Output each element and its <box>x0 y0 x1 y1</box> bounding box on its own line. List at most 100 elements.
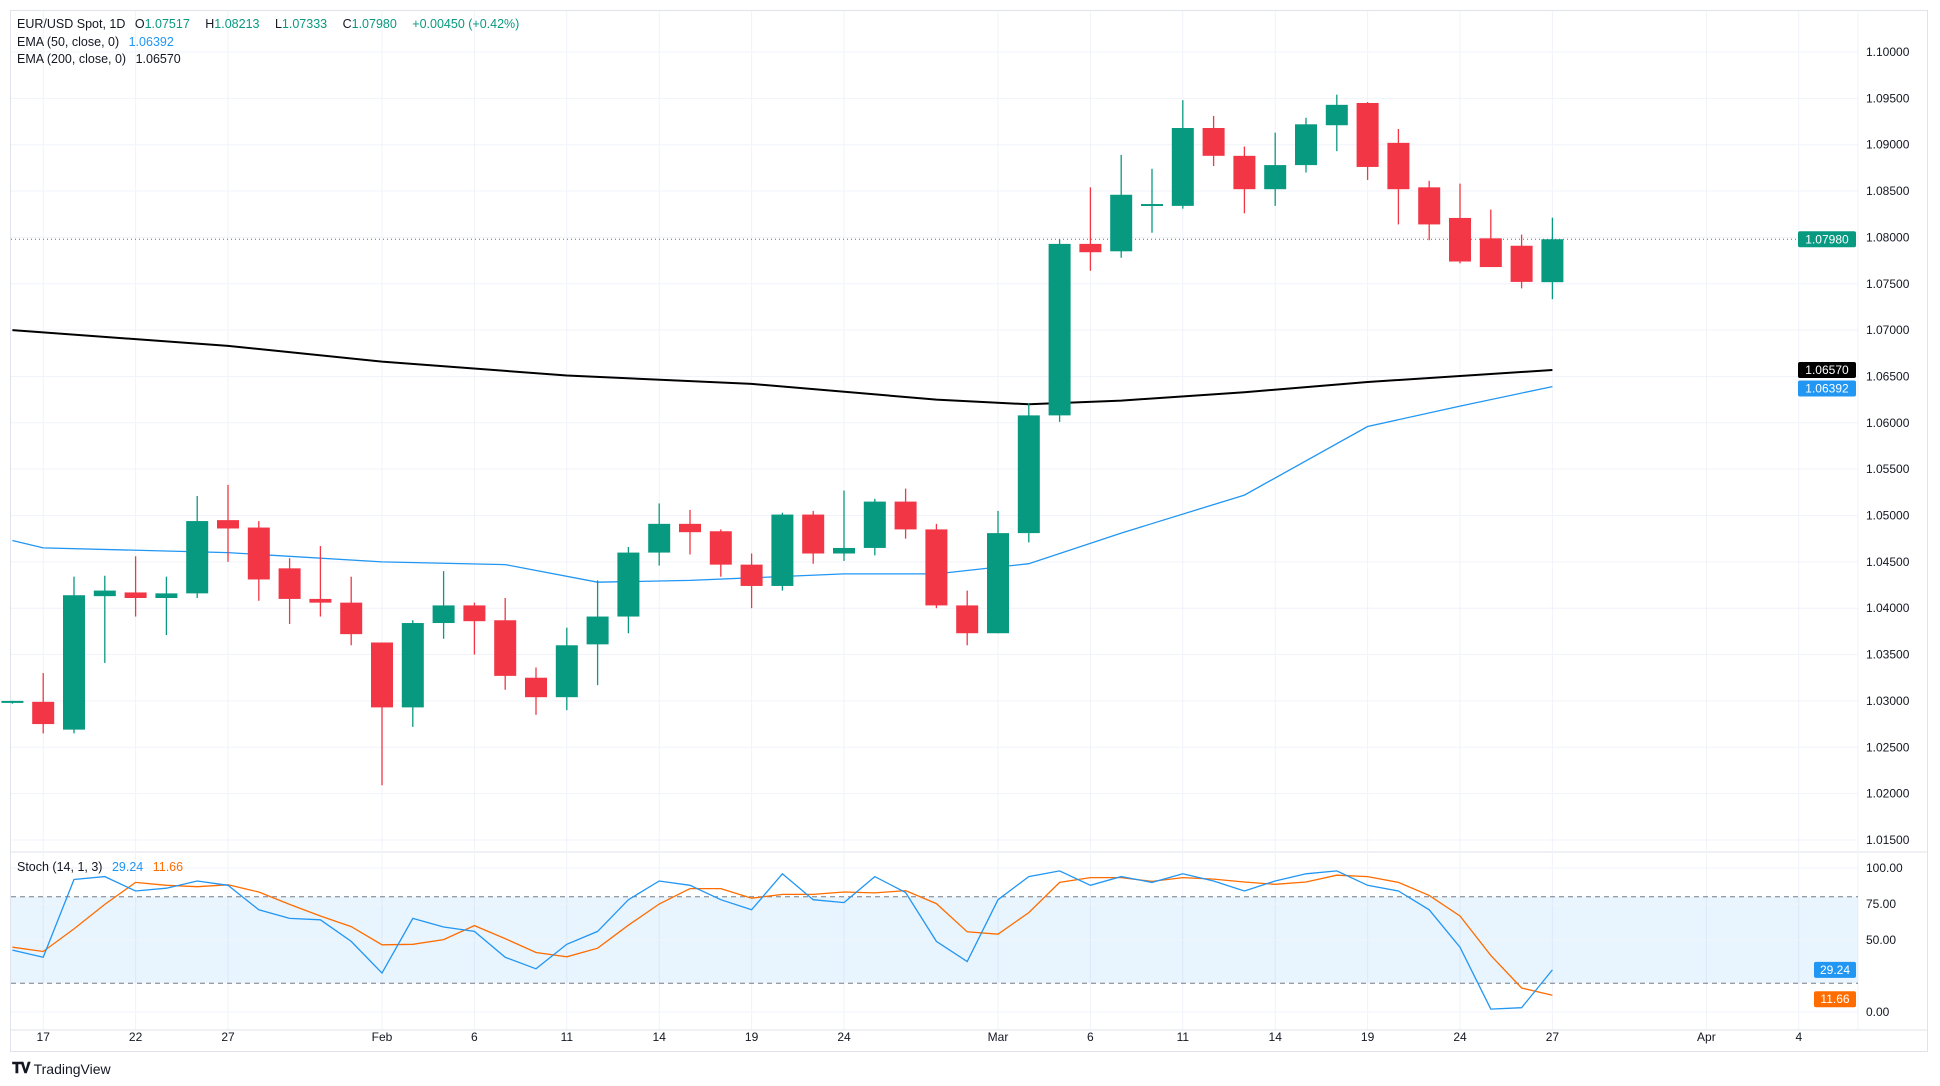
price-tick-label: 1.08000 <box>1866 230 1910 244</box>
price-tick-label: 1.03000 <box>1866 694 1910 708</box>
candle-up <box>1295 124 1317 166</box>
time-tick-label: 11 <box>1177 1030 1190 1044</box>
time-tick-label: 14 <box>1269 1030 1283 1044</box>
stoch-tick-label: 75.00 <box>1866 897 1896 911</box>
ema50-value: 1.06392 <box>128 35 174 49</box>
stoch-tick-label: 50.00 <box>1866 933 1896 947</box>
time-tick-label: 27 <box>221 1030 235 1044</box>
close-label: C <box>342 17 352 31</box>
stoch-tick-label: 100.00 <box>1866 861 1903 875</box>
candle-up <box>1541 239 1564 283</box>
candle-down <box>1202 128 1225 156</box>
ema200-line <box>12 329 1553 406</box>
ema50-label: EMA (50, close, 0) <box>17 35 120 49</box>
candle-up <box>1141 204 1163 207</box>
price-tick-label: 1.01500 <box>1866 833 1910 847</box>
candle-up <box>93 590 116 597</box>
candle-down <box>32 701 55 725</box>
price-tick-label: 1.02000 <box>1866 787 1910 801</box>
time-tick-label: 19 <box>1361 1030 1375 1044</box>
candle-up <box>1325 104 1348 126</box>
stoch-k-label: 29.24 <box>1820 963 1850 977</box>
candle-up <box>1 700 24 703</box>
ema50-price-label-box <box>1798 380 1856 397</box>
time-tick-label: 6 <box>1087 1030 1094 1044</box>
candle-down <box>371 642 393 708</box>
price-tick-label: 1.03500 <box>1866 648 1910 662</box>
stoch-k-line <box>12 870 1553 1010</box>
candle-up <box>1017 415 1040 534</box>
low-label: L <box>274 17 282 31</box>
price-tick-label: 1.09000 <box>1866 138 1910 152</box>
time-tick-label: 24 <box>837 1030 851 1044</box>
stoch-legend[interactable]: Stoch (14, 1, 3) 29.24 11.66 <box>17 860 189 874</box>
candle-up <box>186 521 209 594</box>
candle-up <box>1171 128 1194 206</box>
candle-up <box>987 533 1009 634</box>
candle-up <box>555 645 578 698</box>
candle-down <box>894 501 917 530</box>
candle-up <box>1048 243 1071 416</box>
candle-up <box>648 523 671 553</box>
brand-label: TradingView <box>33 1060 111 1077</box>
time-tick-label: 27 <box>1546 1030 1560 1044</box>
candle-up <box>771 514 794 586</box>
candle-down <box>309 598 332 603</box>
candle-down <box>1079 243 1102 253</box>
candle-down <box>1356 102 1379 167</box>
high-value: 1.08213 <box>214 17 260 31</box>
ema200-legend[interactable]: EMA (200, close, 0) 1.06570 <box>17 52 187 66</box>
stoch-k-value: 29.24 <box>111 860 144 874</box>
change-value: +0.00450 (+0.42%) <box>412 17 520 31</box>
candle-down <box>278 568 301 599</box>
last-price-label-box <box>1798 231 1856 248</box>
stoch-d-line <box>12 874 1553 996</box>
candle-up <box>63 595 85 730</box>
candle-down <box>494 620 517 676</box>
time-tick-label: Apr <box>1697 1030 1716 1044</box>
price-tick-label: 1.04500 <box>1866 555 1910 569</box>
price-legend: EUR/USD Spot, 1D O1.07517 H1.08213 L1.07… <box>17 17 525 31</box>
candle-up <box>863 501 886 548</box>
price-tick-label: 1.06500 <box>1866 369 1910 383</box>
tradingview-brand[interactable]: 𝐓𝐕 TradingView <box>12 1060 111 1077</box>
candle-up <box>617 552 640 617</box>
time-tick-label: 24 <box>1453 1030 1467 1044</box>
candle-down <box>1233 155 1256 190</box>
candle-down <box>1479 238 1502 268</box>
time-tick-label: 17 <box>37 1030 51 1044</box>
candle-down <box>925 529 948 606</box>
candle-down <box>709 531 732 565</box>
candle-down <box>525 677 547 698</box>
time-tick-label: Mar <box>988 1030 1009 1044</box>
stoch-label: Stoch (14, 1, 3) <box>17 860 103 874</box>
ema200-value: 1.06570 <box>135 52 181 66</box>
time-tick-label: 22 <box>129 1030 143 1044</box>
stoch-d-label: 11.66 <box>1820 992 1849 1006</box>
candle-up <box>1110 194 1133 252</box>
candle-down <box>802 514 825 554</box>
stoch-tick-label: 0.00 <box>1866 1005 1890 1019</box>
candle-down <box>1449 217 1471 262</box>
price-tick-label: 1.10000 <box>1866 45 1910 59</box>
ema50-price-label: 1.06392 <box>1805 381 1849 395</box>
high-label: H <box>205 17 215 31</box>
time-tick-label: 11 <box>561 1030 574 1044</box>
price-tick-label: 1.08500 <box>1866 184 1910 198</box>
candle-down <box>679 523 701 533</box>
time-tick-label: 14 <box>653 1030 667 1044</box>
price-tick-label: 1.04000 <box>1866 601 1910 615</box>
close-value: 1.07980 <box>351 17 397 31</box>
ema50-legend[interactable]: EMA (50, close, 0) 1.06392 <box>17 35 180 49</box>
candle-down <box>340 602 363 635</box>
time-tick-label: Feb <box>372 1030 393 1044</box>
symbol-label[interactable]: EUR/USD Spot, 1D <box>17 17 126 31</box>
low-value: 1.07333 <box>281 17 328 31</box>
open-value: 1.07517 <box>144 17 190 31</box>
ema200-price-label-box <box>1798 361 1856 378</box>
price-tick-label: 1.05000 <box>1866 509 1910 523</box>
price-tick-label: 1.09500 <box>1866 91 1910 105</box>
candle-down <box>124 592 147 599</box>
ema200-label: EMA (200, close, 0) <box>17 52 127 66</box>
